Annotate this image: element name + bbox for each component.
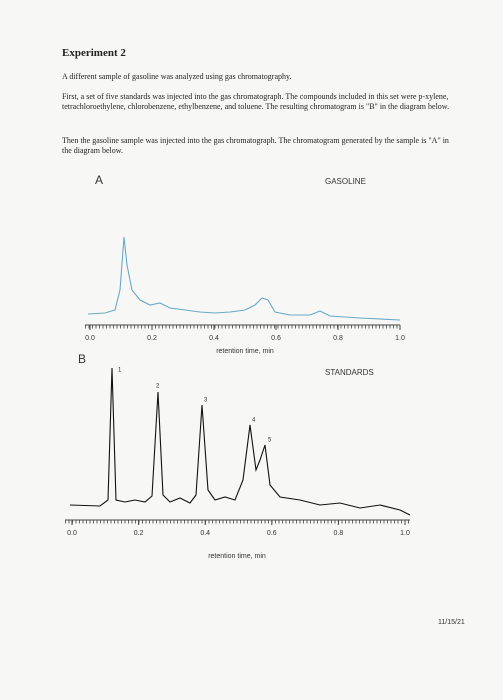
x-tick-label: 0.6 xyxy=(271,335,281,342)
x-tick-label: 0.2 xyxy=(147,335,157,342)
peak-label: 4 xyxy=(252,418,256,424)
figure-label: A xyxy=(95,173,103,187)
peak-label: 3 xyxy=(204,398,208,404)
trace xyxy=(87,236,401,321)
x-tick-label: 0.0 xyxy=(85,335,95,342)
peak-label: 5 xyxy=(268,438,272,444)
paragraph: A different sample of gasoline was analy… xyxy=(62,72,292,81)
figure-title: STANDARDS xyxy=(325,368,374,377)
x-tick-label: 0.4 xyxy=(200,530,210,537)
paragraph: First, a set of five standards was injec… xyxy=(62,92,450,111)
x-tick-label: 1.0 xyxy=(400,530,410,537)
title: Experiment 2 xyxy=(62,47,126,59)
peak-label: 2 xyxy=(156,384,160,390)
x-axis-label: retention time, min xyxy=(216,348,274,355)
date: 11/15/21 xyxy=(438,619,465,626)
x-tick-label: 0.8 xyxy=(334,530,344,537)
x-tick-label: 0.0 xyxy=(67,530,77,537)
trace xyxy=(69,367,411,516)
x-tick-label: 0.4 xyxy=(209,335,219,342)
x-tick-label: 0.2 xyxy=(134,530,144,537)
x-axis-label: retention time, min xyxy=(208,553,266,560)
figure-title: GASOLINE xyxy=(325,177,366,186)
figure-label: B xyxy=(78,352,86,366)
x-tick-label: 0.6 xyxy=(267,530,277,537)
paragraph: Then the gasoline sample was injected in… xyxy=(62,136,449,155)
x-tick-label: 0.8 xyxy=(333,335,343,342)
peak-label: 1 xyxy=(118,368,122,374)
x-tick-label: 1.0 xyxy=(395,335,405,342)
